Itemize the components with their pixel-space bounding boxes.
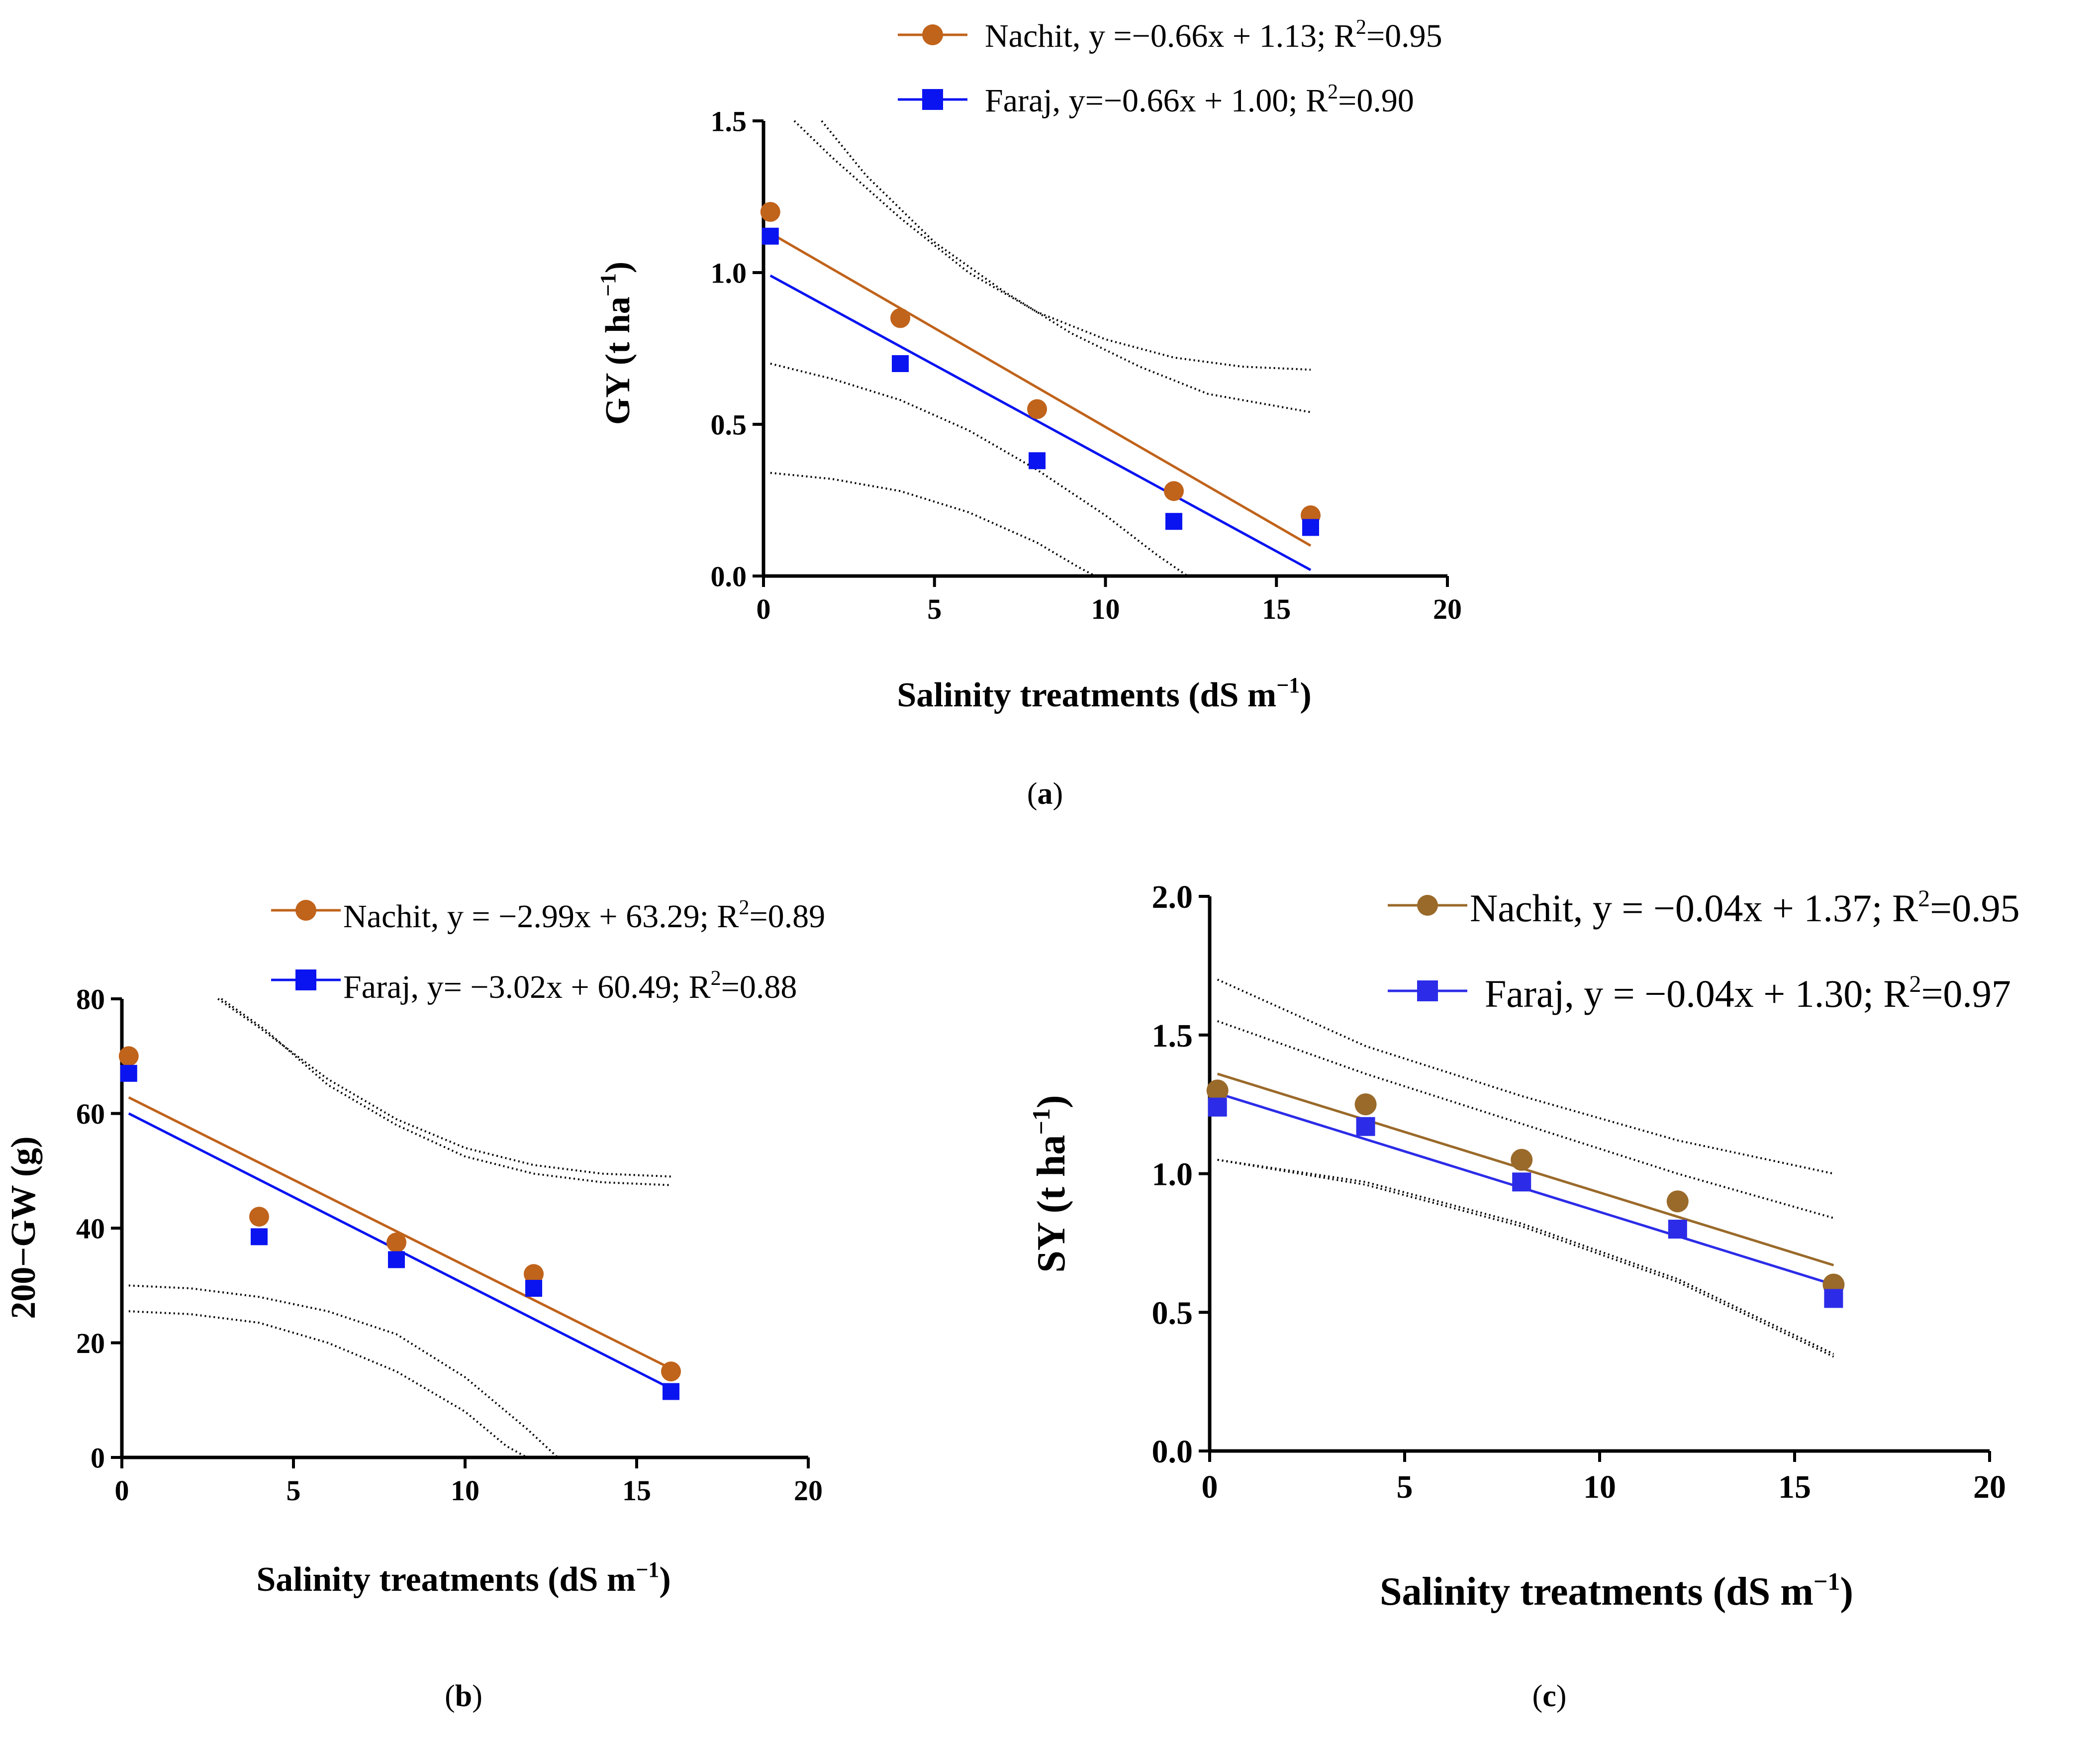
point-b-faraj xyxy=(663,1383,679,1400)
y-tick-label-c: 1.5 xyxy=(1152,1018,1193,1054)
panel-b: Nachit, y = −2.99x + 63.29; R2=0.89 Fara… xyxy=(4,896,825,1713)
confidence-band-a-3 xyxy=(770,472,1096,577)
y-tick-label-c: 2.0 xyxy=(1152,879,1193,915)
x-tick-label-c: 0 xyxy=(1202,1469,1218,1505)
legend-b-nachit-marker xyxy=(295,900,316,921)
y-tick-label-c: 1.0 xyxy=(1152,1157,1193,1193)
point-c-faraj xyxy=(1208,1097,1227,1117)
y-tick-label-a: 1.5 xyxy=(711,105,747,137)
legend-c-nachit-marker xyxy=(1417,895,1438,916)
x-tick-label-b: 5 xyxy=(286,1474,301,1507)
x-axis-title-a: Salinity treatments (dS m−1) xyxy=(897,673,1311,714)
point-c-nachit xyxy=(1206,1079,1229,1102)
x-tick-label-c: 10 xyxy=(1583,1469,1616,1505)
y-tick-label-a: 1.0 xyxy=(711,257,747,289)
x-tick-label-a: 10 xyxy=(1091,593,1120,625)
legend-a-nachit-marker xyxy=(922,24,943,45)
y-tick-label-b: 0 xyxy=(91,1442,105,1474)
panel-c: Nachit, y = −0.04x + 1.37; R2=0.95 Faraj… xyxy=(1027,879,2020,1713)
x-tick-label-a: 0 xyxy=(757,593,771,625)
x-tick-label-c: 5 xyxy=(1397,1469,1413,1505)
legend-c: Nachit, y = −0.04x + 1.37; R2=0.95 Faraj… xyxy=(1388,885,2020,1015)
confidence-band-a-0 xyxy=(793,120,1311,371)
y-tick-label-b: 80 xyxy=(76,983,105,1015)
point-a-nachit xyxy=(1027,399,1047,419)
legend-c-faraj-label: Faraj, y = −0.04x + 1.30; R2=0.97 xyxy=(1485,971,2011,1015)
point-a-faraj xyxy=(1029,452,1046,470)
panel-label-b: (b) xyxy=(445,1679,482,1713)
confidence-band-b-1 xyxy=(220,998,671,1186)
legend-b-nachit-label: Nachit, y = −2.99x + 63.29; R2=0.89 xyxy=(343,896,825,935)
panel-label-a: (a) xyxy=(1027,777,1063,811)
x-tick-label-a: 5 xyxy=(927,593,942,625)
plot-area-c: 0 5 10 15 20 0.0 0.5 1.0 1.5 2.0 xyxy=(1152,879,2006,1505)
y-tick-label-b: 40 xyxy=(76,1212,105,1245)
legend-c-nachit-label: Nachit, y = −0.04x + 1.37; R2=0.95 xyxy=(1470,885,2020,930)
point-a-nachit xyxy=(760,202,780,222)
x-tick-label-b: 15 xyxy=(622,1474,651,1507)
point-a-faraj xyxy=(762,227,779,245)
x-tick-label-b: 10 xyxy=(451,1474,479,1507)
confidence-band-b-2 xyxy=(128,1284,559,1458)
confidence-band-b-0 xyxy=(217,998,671,1178)
point-b-faraj xyxy=(251,1228,268,1246)
point-a-faraj xyxy=(1302,519,1319,536)
point-c-faraj xyxy=(1668,1220,1687,1239)
point-c-faraj xyxy=(1824,1289,1843,1308)
point-c-faraj xyxy=(1356,1117,1375,1136)
confidence-band-b-3 xyxy=(128,1310,528,1458)
y-tick-label-c: 0.5 xyxy=(1152,1295,1193,1331)
point-b-nachit xyxy=(249,1206,269,1227)
y-tick-label-c: 0.0 xyxy=(1152,1434,1193,1470)
y-tick-label-b: 60 xyxy=(76,1098,105,1130)
fit-line-b-nachit xyxy=(128,1096,672,1370)
point-b-nachit xyxy=(524,1264,544,1284)
legend-a-nachit-label: Nachit, y =−0.66x + 1.13; R2=0.95 xyxy=(985,16,1442,54)
y-axis-title-b: 200−GW (g) xyxy=(4,1136,43,1319)
legend-a-faraj-label: Faraj, y=−0.66x + 1.00; R2=0.90 xyxy=(985,81,1414,119)
point-b-faraj xyxy=(388,1251,405,1268)
y-tick-label-a: 0.0 xyxy=(711,560,747,592)
point-c-nachit xyxy=(1354,1093,1377,1116)
x-tick-label-a: 15 xyxy=(1262,593,1291,625)
point-b-faraj xyxy=(525,1280,542,1297)
legend-b: Nachit, y = −2.99x + 63.29; R2=0.89 Fara… xyxy=(271,896,825,1005)
point-b-nachit xyxy=(661,1361,681,1382)
point-a-nachit xyxy=(1164,481,1184,501)
point-c-nachit xyxy=(1511,1149,1533,1171)
plot-area-a: 0 5 10 15 20 0.0 0.5 1.0 1.5 xyxy=(711,105,1462,625)
point-a-faraj xyxy=(1165,513,1182,530)
point-a-nachit xyxy=(890,308,910,328)
y-axis-title-a: GY (t ha−1) xyxy=(596,262,637,425)
point-b-faraj xyxy=(120,1064,137,1082)
y-axis-title-c: SY (t ha−1) xyxy=(1027,1095,1073,1272)
point-c-nachit xyxy=(1666,1190,1689,1213)
plot-area-b: 0 5 10 15 20 0 20 40 60 80 xyxy=(76,983,823,1507)
x-tick-label-b: 20 xyxy=(794,1474,823,1507)
legend-a-faraj-marker xyxy=(922,89,943,110)
legend-b-faraj-label: Faraj, y= −3.02x + 60.49; R2=0.88 xyxy=(343,967,797,1005)
point-c-faraj xyxy=(1512,1172,1531,1192)
x-axis-title-b: Salinity treatments (dS m−1) xyxy=(256,1557,670,1599)
x-axis-title-c: Salinity treatments (dS m−1) xyxy=(1380,1567,1853,1614)
panel-label-c: (c) xyxy=(1532,1679,1567,1713)
legend-b-faraj-marker xyxy=(295,969,316,990)
legend-a: Nachit, y =−0.66x + 1.13; R2=0.95 Faraj,… xyxy=(898,16,1442,119)
confidence-band-c-2 xyxy=(1217,1158,1834,1355)
x-tick-label-a: 20 xyxy=(1433,593,1462,625)
y-tick-label-a: 0.5 xyxy=(711,408,747,441)
confidence-band-c-0 xyxy=(1217,978,1834,1175)
panel-a: Nachit, y =−0.66x + 1.13; R2=0.95 Faraj,… xyxy=(596,16,1462,811)
legend-c-faraj-marker xyxy=(1417,980,1438,1001)
point-a-faraj xyxy=(892,355,909,372)
point-b-nachit xyxy=(386,1232,406,1253)
x-tick-label-b: 0 xyxy=(115,1474,129,1507)
x-tick-label-c: 15 xyxy=(1778,1469,1811,1505)
fit-line-a-faraj xyxy=(769,274,1312,571)
fit-line-a-nachit xyxy=(769,232,1312,547)
y-tick-label-b: 20 xyxy=(76,1327,105,1359)
point-b-nachit xyxy=(118,1046,139,1066)
x-tick-label-c: 20 xyxy=(1973,1469,2006,1505)
